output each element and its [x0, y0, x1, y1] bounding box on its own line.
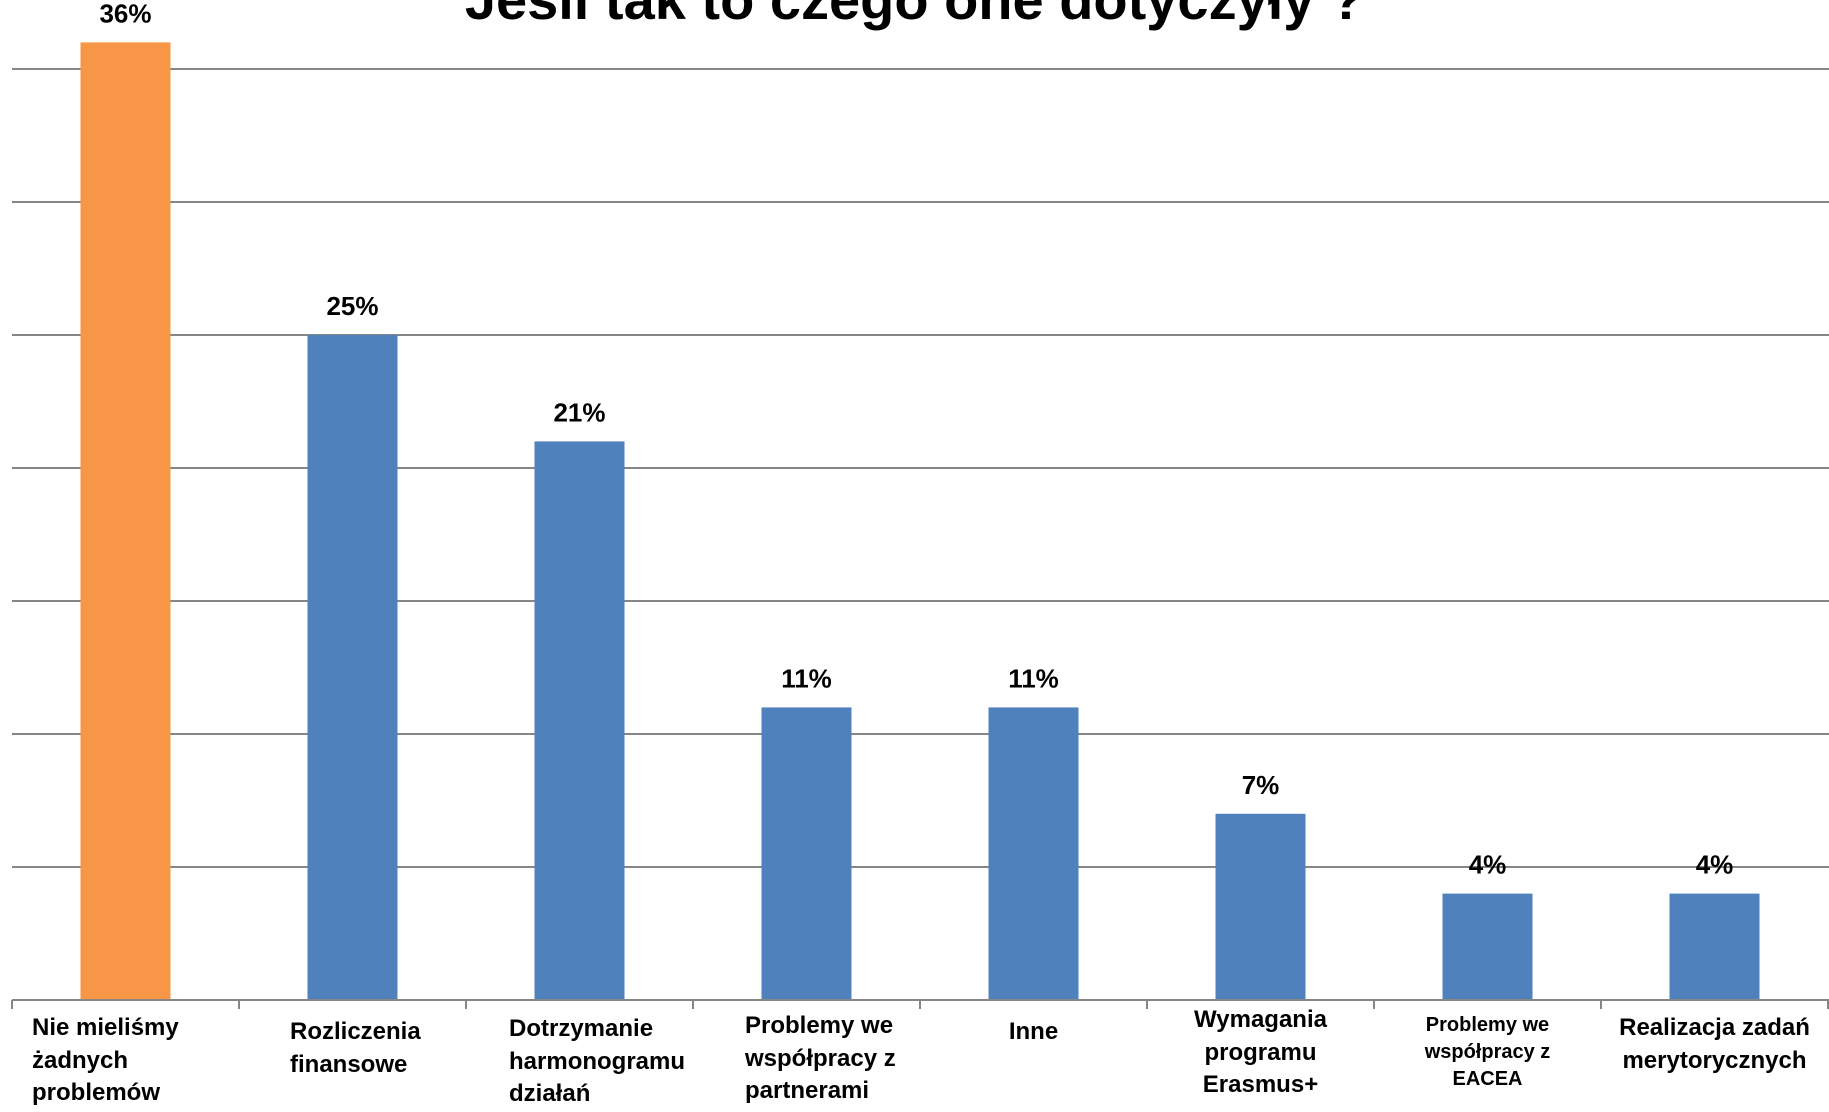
x-tick-label-line: Problemy we — [745, 1012, 894, 1039]
x-axis — [11, 999, 1829, 1009]
gridlines — [12, 68, 1829, 868]
x-tick-label: Problemy we współpracy z partnerami — [745, 1010, 920, 1108]
x-tick-label-line: Inne — [1008, 1018, 1059, 1045]
data-label: 4% — [1696, 850, 1734, 880]
bar-6 — [1215, 813, 1306, 1000]
data-label: 36% — [99, 0, 151, 28]
x-tick-label-line: Erasmus+ — [1202, 1071, 1319, 1099]
x-tick-label-line: współpracy z — [745, 1044, 896, 1072]
x-tick-label-line: finansowe — [290, 1050, 408, 1078]
x-tick-label-line: harmonogramu — [509, 1047, 686, 1075]
x-tick-label-line: Problemy we — [1425, 1014, 1550, 1036]
data-label: 11% — [1008, 663, 1059, 693]
x-tick-label-line: Dotrzymanie — [509, 1015, 654, 1042]
data-label: 11% — [781, 663, 832, 693]
x-tick-label: Dotrzymanie harmonogramu działań — [509, 1013, 693, 1111]
data-label: 4% — [1469, 850, 1507, 880]
bar-2 — [307, 335, 398, 1000]
x-tick-label-line: Nie mieliśmy — [32, 1014, 179, 1041]
x-tick-label-line: partnerami — [745, 1077, 870, 1105]
x-tick-label: Wymagania programu Erasmus+ — [1147, 1004, 1374, 1102]
data-labels: 36% 25% 21% 11% 11% 7% 4% 4% — [99, 0, 1733, 880]
x-tick-label-line: problemów — [32, 1079, 161, 1107]
x-tick-label-line: merytorycznych — [1622, 1046, 1807, 1074]
x-tick-label-line: Realizacja zadań — [1619, 1014, 1810, 1041]
x-tick-label-line: współpracy z — [1424, 1041, 1551, 1064]
x-tick-label: Inne — [920, 1016, 1147, 1049]
bars — [80, 42, 1760, 1000]
x-tick-label-line: Rozliczenia — [290, 1018, 421, 1045]
x-tick-label: Nie mieliśmy żadnych problemów — [32, 1012, 239, 1110]
chart-title: Jeśli tak to czego one dotyczyły ? — [0, 0, 1829, 30]
data-label: 7% — [1242, 770, 1280, 800]
x-tick-label-line: EACEA — [1452, 1068, 1523, 1091]
x-tick-label-line: programu — [1204, 1038, 1317, 1066]
bar-8 — [1669, 893, 1760, 1000]
x-tick-label: Problemy we współpracy z EACEA — [1374, 1012, 1601, 1094]
x-tick-label-line: żadnych — [32, 1046, 129, 1074]
bar-4 — [761, 707, 852, 1000]
x-tick-label-line: działań — [509, 1080, 591, 1108]
bar-7 — [1442, 893, 1533, 1000]
x-tick-label: Rozliczenia finansowe — [290, 1016, 466, 1081]
bar-5 — [988, 707, 1079, 1000]
x-tick-label-line: Wymagania — [1194, 1006, 1327, 1033]
data-label: 25% — [326, 291, 378, 321]
x-tick-label: Realizacja zadań merytorycznych — [1601, 1012, 1828, 1077]
bar-3 — [534, 441, 625, 1000]
bar-1 — [80, 42, 171, 1000]
data-label: 21% — [553, 397, 605, 427]
